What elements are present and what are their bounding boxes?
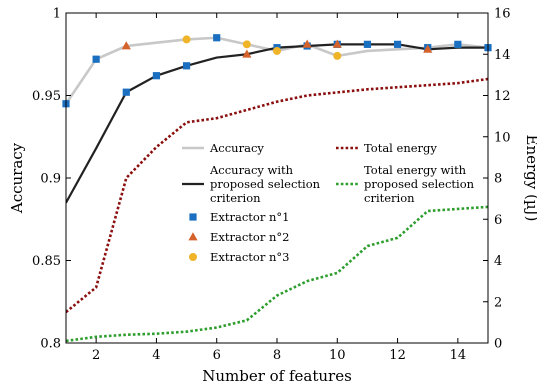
y-right-tick-label: 12 [494, 89, 511, 104]
x-tick-label: 12 [389, 348, 406, 363]
y-right-tick-label: 14 [494, 48, 511, 63]
y-left-tick-label: 0.95 [32, 89, 61, 104]
x-tick-label: 10 [329, 348, 346, 363]
marker-extractor-3-point [333, 51, 342, 60]
legend-label-total-energy-proposed: criterion [364, 191, 415, 205]
x-tick-label: 4 [152, 348, 160, 363]
y-right-tick-label: 8 [494, 172, 502, 187]
x-tick-label: 6 [213, 348, 221, 363]
marker-extractor-2-point [332, 39, 342, 48]
marker-extractor-3-point [273, 46, 281, 55]
marker-extractor-1-point [454, 40, 462, 48]
marker-extractor-1-point [182, 62, 191, 70]
marker-extractor-1-point [393, 40, 402, 48]
y-right-tick-label: 10 [494, 130, 511, 145]
marker-extractor-1-point [363, 40, 372, 48]
series-markers [62, 34, 492, 108]
y-right-tick-label: 16 [494, 7, 511, 22]
marker-extractor-2-point [121, 41, 131, 50]
legend-label-total-energy-proposed: Total energy with [364, 163, 467, 177]
marker-extractor-2-point [242, 49, 252, 58]
legend-swatch-extractor-2 [188, 232, 198, 241]
marker-extractor-1-point [213, 34, 221, 42]
y-axis-label-left: Accuracy [8, 142, 26, 214]
y-left-tick-label: 1 [53, 7, 61, 22]
legend-label-extractor-1: Extractor n°1 [210, 210, 289, 224]
legend-label-accuracy: Accuracy [209, 141, 264, 155]
marker-extractor-1-point [122, 88, 130, 96]
marker-extractor-2-point [302, 39, 312, 48]
plot-frame [65, 12, 489, 344]
y-right-tick-label: 4 [494, 254, 502, 269]
x-axis-label: Number of features [202, 367, 352, 385]
x-tick-label: 14 [450, 348, 467, 363]
marker-extractor-3-point [242, 40, 251, 49]
legend-label-accuracy-proposed: proposed selection [210, 177, 321, 191]
y-right-tick-label: 2 [494, 295, 502, 310]
marker-extractor-3-point [182, 35, 191, 44]
legend-label-total-energy: Total energy [364, 141, 437, 155]
y-right-tick-label: 6 [494, 213, 502, 228]
legend-label-accuracy-proposed: Accuracy with [209, 163, 294, 177]
marker-extractor-1-point [92, 55, 100, 63]
legend-label-total-energy-proposed: proposed selection [364, 177, 475, 191]
x-tick-label: 2 [92, 348, 100, 363]
y-left-tick-label: 0.9 [40, 172, 61, 187]
series-line-total-energy-with-proposed-selection-criterion [66, 205, 488, 343]
legend-label-extractor-3: Extractor n°3 [210, 250, 289, 264]
legend-label-extractor-2: Extractor n°2 [210, 230, 289, 244]
marker-extractor-1-point [152, 72, 161, 80]
y-left-tick-label: 0.85 [32, 254, 61, 269]
marker-extractor-2-point [423, 44, 433, 53]
legend-swatch-extractor-3 [189, 253, 197, 261]
series-line-total-energy [66, 77, 488, 314]
legend-label-accuracy-proposed: criterion [210, 191, 261, 205]
legend-swatch-extractor-1 [189, 213, 197, 221]
y-axis-label-right: Energy (µJ) [523, 135, 537, 222]
y-right-tick-label: 0 [494, 337, 502, 352]
x-tick-label: 8 [273, 348, 281, 363]
y-left-tick-label: 0.8 [40, 337, 61, 352]
